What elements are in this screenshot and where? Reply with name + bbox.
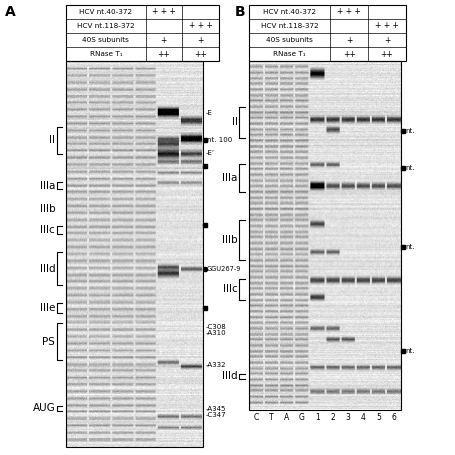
Text: IIId: IIId <box>222 371 237 381</box>
Text: ++: ++ <box>157 50 170 59</box>
Text: nt.: nt. <box>404 243 414 250</box>
Text: -A310: -A310 <box>205 330 226 336</box>
Text: -C347: -C347 <box>205 412 226 418</box>
Text: IIIb: IIIb <box>222 235 237 245</box>
Text: C: C <box>253 413 258 422</box>
Text: G: G <box>298 413 304 422</box>
Text: IIIc: IIIc <box>40 225 55 235</box>
Text: 2: 2 <box>329 413 334 422</box>
Text: +: + <box>197 35 203 45</box>
Text: -A332: -A332 <box>205 362 226 368</box>
Text: 3: 3 <box>344 413 349 422</box>
Text: +: + <box>160 35 167 45</box>
Text: -E: -E <box>205 111 212 116</box>
Text: A: A <box>283 413 289 422</box>
Text: IIIa: IIIa <box>40 181 55 191</box>
Text: 40S subunits: 40S subunits <box>82 37 129 43</box>
Text: nt.: nt. <box>404 348 414 354</box>
Text: AUG: AUG <box>32 403 55 413</box>
Text: HCV nt.40-372: HCV nt.40-372 <box>262 9 315 15</box>
Text: -A345: -A345 <box>205 406 226 412</box>
Text: nt.: nt. <box>404 165 414 171</box>
Text: RNase T₁: RNase T₁ <box>273 51 305 57</box>
Text: ++: ++ <box>194 50 207 59</box>
Text: GGU267-9: GGU267-9 <box>207 266 241 272</box>
Text: HCV nt.118-372: HCV nt.118-372 <box>77 23 134 29</box>
Text: IIIc: IIIc <box>222 284 237 294</box>
Bar <box>248 5 405 61</box>
Text: HCV nt.40-372: HCV nt.40-372 <box>79 9 132 15</box>
Text: IIIe: IIIe <box>40 303 55 313</box>
Text: PS: PS <box>42 337 55 347</box>
Text: -E’: -E’ <box>205 150 214 156</box>
Text: -C308: -C308 <box>205 324 226 329</box>
Text: +: + <box>383 35 389 45</box>
Text: 1: 1 <box>314 413 319 422</box>
Text: ++: ++ <box>342 50 355 59</box>
Bar <box>66 5 218 61</box>
Text: IIIa: IIIa <box>222 173 237 183</box>
Text: 6: 6 <box>390 413 395 422</box>
Text: +: + <box>345 35 352 45</box>
Text: IIId: IIId <box>40 264 55 274</box>
Text: 4: 4 <box>360 413 365 422</box>
Text: + + +: + + + <box>188 21 212 30</box>
Text: nt. 100: nt. 100 <box>207 137 232 143</box>
Bar <box>248 61 400 410</box>
Text: RNase T₁: RNase T₁ <box>89 51 122 57</box>
Text: + + +: + + + <box>374 21 398 30</box>
Bar <box>66 61 202 447</box>
Text: II: II <box>49 136 55 146</box>
Text: ++: ++ <box>380 50 393 59</box>
Text: IIIb: IIIb <box>40 204 55 214</box>
Text: T: T <box>268 413 273 422</box>
Text: B: B <box>234 5 245 19</box>
Text: II: II <box>231 117 237 127</box>
Text: + + +: + + + <box>152 7 176 16</box>
Text: nt.: nt. <box>404 128 414 134</box>
Text: HCV nt.118-372: HCV nt.118-372 <box>260 23 318 29</box>
Text: 5: 5 <box>375 413 380 422</box>
Text: + + +: + + + <box>337 7 360 16</box>
Text: A: A <box>5 5 15 19</box>
Text: 40S subunits: 40S subunits <box>265 37 312 43</box>
